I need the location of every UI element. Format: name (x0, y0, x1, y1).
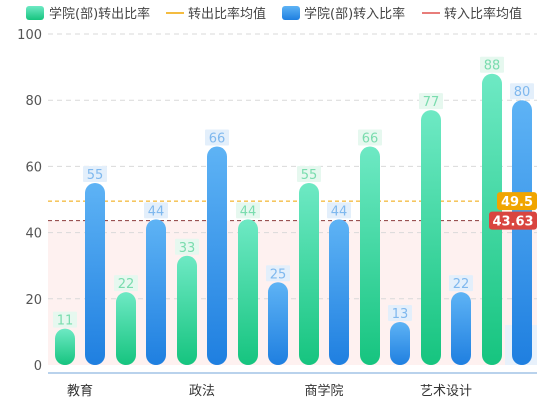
data-label-in-bg (83, 165, 107, 182)
legend-item-out-avg[interactable]: 转出比率均值 (166, 6, 266, 22)
y-tick-label: 80 (25, 94, 42, 109)
avg-out-badge-bg (497, 192, 537, 211)
legend: 学院(部)转出比率 转出比率均值 学院(部)转入比率 转入比率均值 (26, 6, 522, 22)
data-label-out-bg (236, 202, 260, 219)
bar-out[interactable] (421, 110, 441, 365)
avg-in-badge-bg (489, 211, 537, 230)
legend-swatch-in (282, 6, 300, 20)
bar-in[interactable] (207, 146, 227, 365)
legend-item-in-avg[interactable]: 转入比率均值 (422, 6, 522, 22)
data-label-out-bg (175, 238, 199, 255)
bar-out[interactable] (55, 328, 75, 365)
y-tick-label: 0 (34, 359, 42, 374)
bar-out[interactable] (299, 182, 319, 365)
data-label-in: 44 (148, 204, 165, 219)
bar-in[interactable] (512, 100, 532, 365)
data-label-in-bg (327, 202, 351, 219)
data-label-in-bg (388, 304, 412, 321)
data-label-out: 55 (301, 168, 318, 183)
bar-out[interactable] (116, 292, 136, 365)
data-label-out: 22 (118, 277, 135, 292)
data-label-in-bg (144, 202, 168, 219)
bar-in[interactable] (268, 282, 288, 365)
data-label-in-bg (449, 275, 473, 292)
data-label-out-bg (358, 129, 382, 146)
bar-in[interactable] (146, 219, 166, 365)
data-label-out: 77 (423, 95, 440, 110)
x-tick-label: 艺术设计 (420, 384, 472, 399)
y-tick-label: 60 (25, 160, 42, 175)
y-tick-label: 40 (25, 227, 42, 242)
data-label-out-bg (53, 311, 77, 328)
data-label-in: 25 (270, 267, 287, 282)
x-tick-label: 政法 (189, 384, 215, 399)
data-label-out-bg (480, 56, 504, 73)
data-label-out: 88 (484, 59, 501, 74)
data-label-out: 66 (362, 132, 379, 147)
data-label-in-bg (205, 129, 229, 146)
legend-label-in: 学院(部)转入比率 (304, 6, 405, 22)
data-label-out-bg (419, 93, 443, 110)
data-label-out: 33 (179, 241, 196, 256)
data-label-in-bg (510, 83, 534, 100)
legend-item-in[interactable]: 学院(部)转入比率 (282, 6, 405, 22)
x-tick-label: 教育 (67, 383, 93, 399)
data-label-out: 11 (57, 314, 74, 329)
avg-out-badge: 49.5 (501, 195, 533, 210)
bar-out[interactable] (238, 219, 258, 365)
plot-area: 0 20 40 60 80 100 11 55 22 44 33 66 44 25 55 44 66 13 77 22… (17, 28, 537, 399)
data-label-out-bg (297, 165, 321, 182)
bar-out[interactable] (177, 255, 197, 365)
legend-label-in-avg: 转入比率均值 (444, 6, 522, 22)
legend-label-out-avg: 转出比率均值 (188, 6, 266, 22)
bar-in[interactable] (451, 292, 471, 365)
bar-in[interactable] (85, 182, 105, 365)
data-label-out-bg (114, 275, 138, 292)
data-label-in: 55 (87, 168, 104, 183)
data-label-in: 44 (331, 204, 348, 219)
data-label-in: 66 (209, 132, 226, 147)
data-label-in: 80 (514, 85, 531, 100)
bar-in[interactable] (329, 219, 349, 365)
data-label-in-bg (266, 265, 290, 282)
bar-out[interactable] (360, 146, 380, 365)
avg-in-badge: 43.63 (492, 215, 533, 230)
legend-label-out: 学院(部)转出比率 (49, 6, 150, 22)
legend-item-out[interactable]: 学院(部)转出比率 (26, 6, 150, 22)
y-tick-label: 20 (25, 293, 42, 308)
bar-in[interactable] (390, 321, 410, 365)
y-tick-label: 100 (17, 28, 42, 43)
legend-swatch-out (26, 6, 44, 20)
data-label-in: 22 (453, 277, 470, 292)
data-label-in: 13 (392, 307, 409, 322)
data-label-out: 44 (240, 204, 257, 219)
x-tick-label: 商学院 (304, 383, 343, 399)
